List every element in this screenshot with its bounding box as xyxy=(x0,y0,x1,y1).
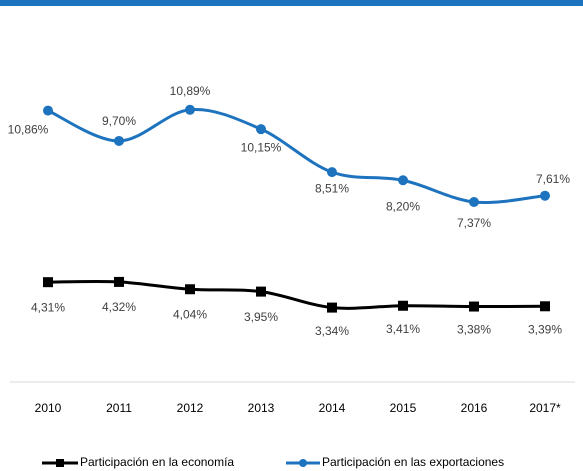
x-tick-label: 2013 xyxy=(248,401,275,415)
marker xyxy=(43,105,53,116)
marker xyxy=(256,124,266,135)
data-label: 3,41% xyxy=(386,322,420,336)
marker xyxy=(327,167,337,178)
data-label: 10,86% xyxy=(8,123,49,137)
marker xyxy=(540,190,550,201)
data-label: 4,04% xyxy=(173,307,207,321)
marker xyxy=(469,197,479,208)
marker xyxy=(43,277,53,288)
data-label: 3,34% xyxy=(315,324,349,338)
marker xyxy=(185,104,195,115)
data-label: 10,15% xyxy=(241,140,282,154)
data-label: 4,31% xyxy=(31,300,65,314)
marker xyxy=(185,284,195,295)
legend-marker xyxy=(299,459,307,467)
data-label: 4,32% xyxy=(102,300,136,314)
data-label: 3,39% xyxy=(528,322,562,336)
x-tick-label: 2016 xyxy=(461,401,488,415)
data-label: 3,38% xyxy=(457,323,491,337)
legend-marker xyxy=(56,459,64,467)
series-line xyxy=(47,108,546,205)
top-bar xyxy=(0,0,583,6)
marker xyxy=(540,301,550,312)
series-line xyxy=(47,279,546,310)
x-tick-label: 2011 xyxy=(106,401,132,415)
x-tick-label: 2012 xyxy=(177,401,204,415)
data-label: 7,37% xyxy=(457,216,491,230)
marker xyxy=(398,175,408,186)
x-tick-label: 2010 xyxy=(35,401,62,415)
marker xyxy=(256,286,266,297)
marker xyxy=(398,300,408,311)
x-tick-label: 2014 xyxy=(319,401,346,415)
data-label: 3,95% xyxy=(244,310,278,324)
data-label: 9,70% xyxy=(102,114,136,128)
marker xyxy=(327,302,337,313)
data-label: 10,89% xyxy=(170,84,211,98)
marker xyxy=(114,276,124,287)
marker xyxy=(469,301,479,312)
marker xyxy=(114,135,124,146)
data-label: 8,51% xyxy=(315,181,349,195)
legend-label: Participación en la economía xyxy=(80,455,234,469)
data-label: 8,20% xyxy=(386,199,420,213)
legend-label: Participación en las exportaciones xyxy=(322,455,504,469)
data-label: 7,61% xyxy=(536,172,570,186)
x-tick-label: 2015 xyxy=(390,401,417,415)
x-tick-label: 2017* xyxy=(529,401,561,415)
